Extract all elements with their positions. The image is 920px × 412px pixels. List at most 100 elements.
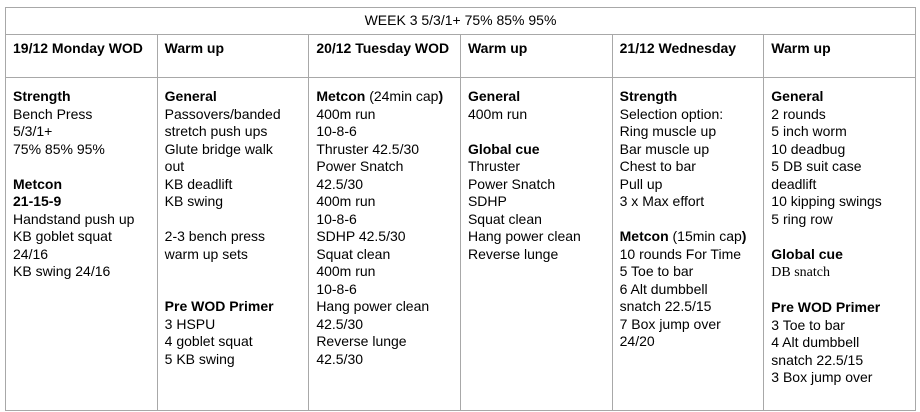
text-segment: Ring muscle up <box>619 123 717 139</box>
text-line: 5 DB suit case <box>771 158 908 176</box>
text-segment: Reverse lunge <box>316 333 407 349</box>
text-line: 21-15-9 <box>13 193 150 211</box>
text-line: Metcon (15min cap) <box>620 228 757 246</box>
text-segment: KB swing 24/16 <box>13 263 111 279</box>
text-segment: 42.5/30 <box>316 175 364 192</box>
text-line: Reverse lunge <box>316 333 453 351</box>
column-cell: General 400m run Global cue Thruster Power S… <box>459 77 613 411</box>
section-heading: Pre WOD Primer <box>771 299 881 315</box>
text-line: 3 HSPU <box>165 316 302 334</box>
text-line: Pre WOD Primer <box>771 299 908 317</box>
text-segment: Power Snatch <box>467 175 556 192</box>
text-line: Hang power clean <box>468 228 605 246</box>
blank-line <box>13 158 150 176</box>
text-line: 5 inch worm <box>771 123 908 141</box>
text-line: 6 Alt dumbbell <box>620 281 757 299</box>
section-heading: Metcon <box>316 88 366 104</box>
weekly-workout-table: WEEK 3 5/3/1+ 75% 85% 95% 19/12 Monday W… <box>5 7 916 411</box>
text-line: snatch 22.5/15 <box>620 298 757 316</box>
text-line: 5 ring row <box>771 211 908 229</box>
text-segment: 3 Box jump over <box>771 369 873 385</box>
text-segment: 2 rounds <box>771 105 826 122</box>
text-line: 10-8-6 <box>316 211 453 229</box>
section-heading: ) <box>741 228 747 244</box>
text-segment: stretch push ups <box>164 123 268 139</box>
text-segment: 5 ring row <box>771 210 833 227</box>
text-line: KB swing 24/16 <box>13 263 150 281</box>
text-line: 75% 85% 95% <box>13 141 150 159</box>
text-segment: 400m run <box>467 105 528 122</box>
blank-line <box>620 211 757 229</box>
text-line: 3 Box jump over <box>771 369 908 387</box>
text-segment: 6 Alt dumbbell <box>619 280 708 297</box>
text-line: 7 Box jump over <box>620 316 757 334</box>
text-line: General <box>771 88 908 106</box>
text-segment: Bar muscle up <box>619 140 710 157</box>
text-line: warm up sets <box>165 246 302 264</box>
text-line: 10 deadbug <box>771 141 908 159</box>
text-line: 10 kipping swings <box>771 193 908 211</box>
text-line: 4 Alt dumbbell <box>771 334 908 352</box>
text-line: Strength <box>620 88 757 106</box>
text-line: 42.5/30 <box>316 316 453 334</box>
text-line: Hang power clean <box>316 298 453 316</box>
text-line: 400m run <box>316 263 453 281</box>
text-line: Power Snatch <box>316 158 453 176</box>
text-line: 24/20 <box>620 333 757 351</box>
text-line: Strength <box>13 88 150 106</box>
text-segment: Glute bridge walk <box>164 140 273 157</box>
blank-line <box>165 263 302 281</box>
text-line: Handstand push up <box>13 211 150 229</box>
text-line: 3 Toe to bar <box>771 317 908 335</box>
text-segment: Reverse lunge <box>467 245 559 262</box>
text-segment: 24/20 <box>619 333 655 349</box>
text-line: KB deadlift <box>165 176 302 194</box>
text-segment: warm up sets <box>164 245 248 262</box>
text-line: Reverse lunge <box>468 246 605 264</box>
text-segment: 5 DB suit case <box>771 158 862 174</box>
text-segment: Selection option: <box>619 105 724 122</box>
text-segment: 10-8-6 <box>316 210 357 227</box>
text-segment: 400m run <box>316 105 376 122</box>
text-segment: 10-8-6 <box>316 123 357 139</box>
blank-line <box>165 281 302 299</box>
text-line: 2 rounds <box>771 106 908 124</box>
text-line: General <box>165 88 302 106</box>
column-header: Warm up <box>156 34 310 78</box>
text-line: 400m run <box>468 106 605 124</box>
body-row: Strength Bench Press 5/3/1+ 75% 85% 95% Metc… <box>5 77 916 411</box>
text-line: 400m run <box>316 193 453 211</box>
section-heading: 21-15-9 <box>13 193 62 209</box>
text-line: Bench Press <box>13 106 150 124</box>
section-heading: Global cue <box>771 245 843 262</box>
text-segment: snatch 22.5/15 <box>619 298 712 314</box>
text-line: 42.5/30 <box>316 176 453 194</box>
text-segment: 75% 85% 95% <box>13 140 105 157</box>
text-line: Bar muscle up <box>620 141 757 159</box>
text-segment: Handstand push up <box>13 210 135 227</box>
text-segment: 400m run <box>316 193 376 209</box>
text-line: 10-8-6 <box>316 281 453 299</box>
text-line: KB swing <box>165 193 302 211</box>
text-segment: Pull up <box>619 175 663 192</box>
section-heading: General <box>164 88 217 104</box>
blank-line <box>771 228 908 246</box>
column-header: 21/12 Wednesday <box>611 34 765 78</box>
text-line: Selection option: <box>620 106 757 124</box>
text-segment: 4 goblet squat <box>164 333 253 349</box>
text-segment: 5/3/1+ <box>13 123 53 139</box>
column-cell: Strength Bench Press 5/3/1+ 75% 85% 95% Metc… <box>5 77 158 411</box>
text-line: Global cue <box>468 141 605 159</box>
text-line: SDHP <box>468 193 605 211</box>
text-segment: 42.5/30 <box>316 315 364 332</box>
text-line: Squat clean <box>316 246 453 264</box>
text-segment: Squat clean <box>467 210 542 227</box>
text-segment: 4 Alt dumbbell <box>771 334 860 350</box>
text-line: Squat clean <box>468 211 605 229</box>
text-line: 400m run <box>316 106 453 124</box>
text-segment: deadlift <box>771 175 817 192</box>
text-line: Thruster 42.5/30 <box>316 141 453 159</box>
text-line: 10-8-6 <box>316 123 453 141</box>
text-segment: 5 inch worm <box>771 123 847 139</box>
text-segment: 10 rounds For Time <box>619 245 742 262</box>
